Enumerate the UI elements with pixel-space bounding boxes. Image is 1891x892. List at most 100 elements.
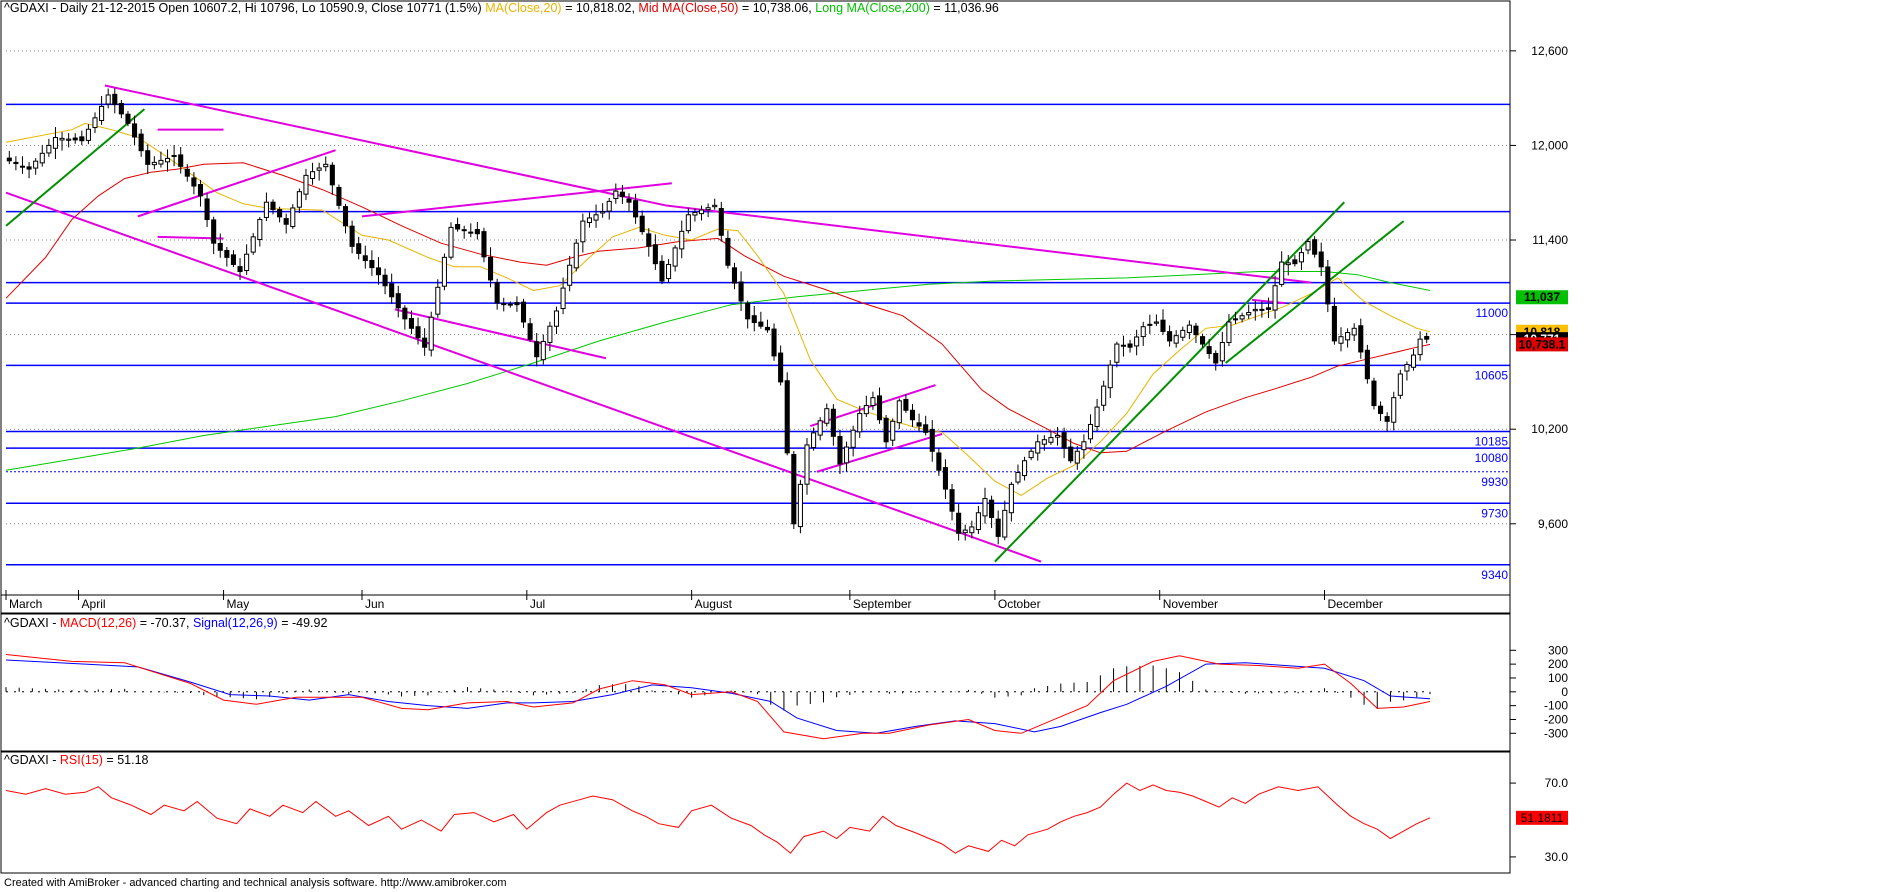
candle[interactable] <box>1153 321 1159 324</box>
candle[interactable] <box>481 231 487 258</box>
candle[interactable] <box>1252 308 1258 312</box>
candle[interactable] <box>593 214 599 221</box>
candle[interactable] <box>1364 349 1370 380</box>
candle[interactable] <box>1292 259 1298 265</box>
candle[interactable] <box>13 161 19 165</box>
candle[interactable] <box>402 307 408 320</box>
candle[interactable] <box>329 164 335 186</box>
candle[interactable] <box>916 422 922 427</box>
candle[interactable] <box>573 242 579 269</box>
candle[interactable] <box>982 498 988 517</box>
candle[interactable] <box>712 204 718 208</box>
candle[interactable] <box>1193 325 1199 336</box>
candle[interactable] <box>837 436 843 465</box>
candle[interactable] <box>942 467 948 490</box>
candle[interactable] <box>969 526 975 534</box>
candle[interactable] <box>26 166 32 170</box>
candle[interactable] <box>382 274 388 287</box>
candle[interactable] <box>1417 338 1423 356</box>
candle[interactable] <box>151 161 157 166</box>
candle[interactable] <box>158 159 164 165</box>
candle[interactable] <box>1384 416 1390 422</box>
candle[interactable] <box>659 260 665 282</box>
candle[interactable] <box>830 408 836 437</box>
candle[interactable] <box>362 255 368 262</box>
candle[interactable] <box>461 229 467 232</box>
candle[interactable] <box>600 211 606 214</box>
candle[interactable] <box>1239 315 1245 320</box>
candle[interactable] <box>1410 354 1417 368</box>
candle[interactable] <box>422 337 428 348</box>
candle[interactable] <box>178 154 184 167</box>
candle[interactable] <box>909 409 916 421</box>
candle[interactable] <box>1147 323 1153 326</box>
candle[interactable] <box>975 512 981 531</box>
candle[interactable] <box>395 293 401 309</box>
candle[interactable] <box>125 113 131 124</box>
candle[interactable] <box>1424 336 1430 340</box>
candle[interactable] <box>1186 324 1192 333</box>
rsi-panel[interactable] <box>5 782 1431 854</box>
candle[interactable] <box>1391 397 1397 423</box>
candle[interactable] <box>435 286 441 315</box>
candle[interactable] <box>171 154 177 157</box>
candle[interactable] <box>1081 441 1087 451</box>
candle[interactable] <box>1002 509 1008 538</box>
candle[interactable] <box>59 137 65 141</box>
candle[interactable] <box>79 136 85 142</box>
candle[interactable] <box>844 446 850 464</box>
candle[interactable] <box>679 230 685 250</box>
candle[interactable] <box>263 201 269 218</box>
candle[interactable] <box>606 200 612 212</box>
candle[interactable] <box>962 529 968 534</box>
candle[interactable] <box>408 317 414 329</box>
candle[interactable] <box>290 207 296 228</box>
candle[interactable] <box>745 302 751 320</box>
candle[interactable] <box>296 191 302 208</box>
candle[interactable] <box>72 137 78 141</box>
candle[interactable] <box>488 256 494 281</box>
candle[interactable] <box>1101 385 1107 406</box>
candle[interactable] <box>896 400 902 424</box>
candle[interactable] <box>1371 380 1377 407</box>
candle[interactable] <box>270 201 276 211</box>
candle[interactable] <box>784 380 790 454</box>
candle[interactable] <box>1404 364 1410 372</box>
candle[interactable] <box>791 453 797 525</box>
candle[interactable] <box>375 267 382 276</box>
candle[interactable] <box>211 219 217 244</box>
candle[interactable] <box>764 326 770 331</box>
candle[interactable] <box>1173 335 1179 344</box>
candle[interactable] <box>1068 446 1074 462</box>
candle[interactable] <box>923 424 929 433</box>
candle[interactable] <box>613 190 619 199</box>
candle[interactable] <box>99 105 105 121</box>
candle[interactable] <box>870 397 876 407</box>
candle[interactable] <box>567 264 573 286</box>
candle[interactable] <box>857 412 863 433</box>
candle[interactable] <box>514 302 520 306</box>
candle[interactable] <box>929 428 935 452</box>
candle[interactable] <box>316 167 322 171</box>
candle[interactable] <box>1272 285 1278 311</box>
candle[interactable] <box>197 184 204 197</box>
candle[interactable] <box>1041 439 1047 445</box>
candle[interactable] <box>1213 352 1219 364</box>
price-panel[interactable]: 11000 10605 10185 10080 9930 9730 9340 <box>5 50 1510 582</box>
candle[interactable] <box>303 174 309 195</box>
candle[interactable] <box>527 323 533 340</box>
candle[interactable] <box>52 137 58 149</box>
candle[interactable] <box>1378 405 1384 414</box>
candle[interactable] <box>698 209 705 215</box>
candle[interactable] <box>237 266 243 273</box>
candle[interactable] <box>204 198 210 221</box>
candle[interactable] <box>738 281 744 302</box>
candle[interactable] <box>1331 305 1337 342</box>
candle[interactable] <box>1397 373 1403 396</box>
candle[interactable] <box>547 325 553 343</box>
candle[interactable] <box>1074 450 1080 464</box>
candle[interactable] <box>956 512 962 534</box>
candle[interactable] <box>824 408 830 424</box>
candle[interactable] <box>883 417 889 443</box>
candle[interactable] <box>1048 437 1054 443</box>
